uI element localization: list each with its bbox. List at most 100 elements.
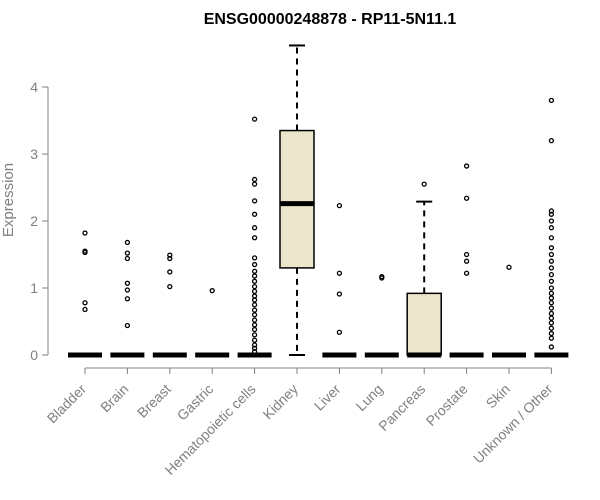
outlier-4-13 [251, 288, 258, 295]
box-10 [492, 264, 526, 358]
box-2 [152, 252, 187, 358]
outlier-0-3 [82, 248, 88, 254]
outlier-11-2 [548, 330, 555, 337]
outlier-9-2 [463, 251, 470, 258]
outlier-11-8 [548, 300, 555, 306]
outlier-1-2 [124, 287, 131, 293]
box-1 [110, 239, 145, 358]
outlier-2-0 [167, 284, 173, 290]
outlier-4-2 [251, 342, 258, 348]
x-tick-label-2: Breast [134, 381, 174, 421]
outlier-11-14 [548, 265, 555, 271]
outlier-4-15 [251, 278, 258, 284]
outlier-11-11 [548, 285, 555, 291]
chart-title: ENSG00000248878 - RP11-5N11.1 [204, 11, 457, 28]
outlier-11-23 [548, 137, 555, 144]
outlier-11-24 [548, 97, 555, 104]
outlier-4-16 [251, 273, 258, 279]
outlier-6-0 [336, 329, 343, 335]
outlier-1-5 [124, 250, 131, 256]
x-tick-label-8: Pancreas [375, 381, 428, 434]
outlier-11-17 [548, 245, 555, 251]
box-6 [322, 202, 357, 358]
box-rect-8 [406, 292, 442, 356]
outlier-7-1 [379, 273, 385, 280]
outlier-11-4 [548, 320, 555, 326]
outlier-4-23 [251, 198, 258, 204]
outlier-4-3 [251, 337, 258, 343]
outlier-1-6 [124, 239, 131, 246]
x-tick-label-7: Lung [353, 381, 386, 414]
outlier-4-21 [251, 225, 258, 231]
x-tick-label-9: Prostate [423, 381, 471, 429]
outlier-0-1 [82, 300, 88, 306]
outlier-4-1 [251, 345, 258, 351]
outlier-1-4 [124, 255, 131, 262]
outlier-4-9 [251, 307, 258, 313]
outlier-4-7 [251, 317, 258, 323]
outlier-2-3 [167, 252, 173, 258]
outlier-9-3 [463, 195, 470, 201]
outlier-6-2 [336, 270, 343, 276]
x-tick-label-10: Skin [483, 381, 514, 412]
outlier-11-22 [548, 208, 555, 214]
outlier-4-20 [251, 235, 258, 241]
outlier-4-8 [251, 312, 258, 318]
outlier-11-1 [548, 335, 555, 341]
box-4 [237, 116, 272, 358]
outlier-2-2 [167, 255, 173, 262]
outlier-4-25 [251, 176, 258, 183]
y-axis-label: Expression [0, 163, 17, 237]
outlier-11-13 [548, 271, 555, 278]
outlier-1-0 [124, 322, 131, 329]
outlier-1-3 [124, 280, 131, 286]
outlier-4-19 [251, 255, 258, 261]
y-tick-label-4: 4 [30, 79, 38, 95]
outlier-11-9 [548, 295, 555, 301]
x-tick-label-0: Bladder [44, 381, 90, 427]
outlier-4-26 [251, 116, 258, 122]
outlier-4-14 [251, 284, 258, 290]
x-tick-label-5: Kidney [260, 381, 302, 423]
outlier-6-1 [336, 291, 343, 297]
outlier-11-6 [548, 310, 555, 317]
outlier-11-16 [548, 251, 555, 258]
outlier-9-4 [463, 163, 470, 169]
x-tick-label-11: Unknown / Other [470, 381, 556, 467]
outlier-0-0 [82, 306, 88, 313]
box-rect-5 [279, 129, 315, 269]
box-5 [279, 44, 315, 356]
outlier-4-5 [251, 326, 258, 333]
outlier-11-19 [548, 225, 555, 231]
outlier-10-0 [506, 264, 512, 270]
outlier-4-6 [251, 322, 258, 328]
outlier-9-1 [463, 258, 470, 264]
plot-area [68, 44, 569, 358]
y-axis: 0 1 2 3 4 [30, 79, 49, 363]
outlier-11-3 [548, 325, 555, 331]
box-9 [449, 163, 484, 358]
outlier-11-20 [548, 218, 555, 224]
box-7 [364, 273, 399, 358]
outlier-8-0 [421, 181, 427, 187]
outlier-11-12 [548, 278, 555, 284]
box-3 [195, 288, 230, 358]
box-11 [534, 97, 569, 358]
outlier-11-18 [548, 235, 555, 241]
x-tick-label-1: Brain [97, 381, 131, 415]
outlier-4-24 [251, 181, 258, 187]
outlier-1-1 [124, 296, 131, 302]
y-tick-label-3: 3 [30, 146, 38, 162]
outlier-0-4 [82, 230, 88, 236]
outlier-4-18 [251, 261, 258, 268]
outlier-6-3 [336, 202, 343, 209]
box-8 [406, 181, 442, 358]
outlier-9-0 [463, 270, 470, 276]
outlier-4-12 [251, 293, 258, 299]
x-tick-label-6: Liver [311, 381, 344, 414]
outlier-11-5 [548, 315, 555, 321]
outlier-4-10 [251, 302, 258, 308]
